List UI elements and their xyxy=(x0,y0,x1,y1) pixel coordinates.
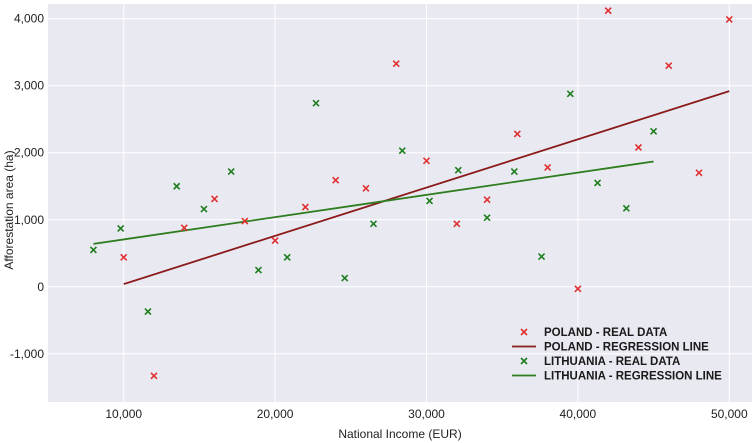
poland-real-data-point xyxy=(362,184,370,192)
y-tick-label: 0 xyxy=(37,280,44,294)
x-axis-ticks: 10,000 20,000 30,000 40,000 50,000 xyxy=(105,407,748,421)
poland-real-data-point xyxy=(210,195,219,203)
lithuania-real-data-point xyxy=(369,220,378,228)
poland-real-data-point xyxy=(695,169,703,177)
legend-label-poland-real-data: POLAND - REAL DATA xyxy=(544,327,667,339)
poland-real-data-point xyxy=(301,203,309,211)
legend-swatch-poland-real-data xyxy=(520,328,528,336)
poland-real-data-point xyxy=(544,163,552,172)
lithuania-real-data-point xyxy=(341,274,349,282)
poland-real-data-point xyxy=(513,130,521,138)
poland-real-data-point xyxy=(422,157,431,165)
lithuania-real-data-point xyxy=(566,90,574,98)
y-tick-label: 2,000 xyxy=(14,146,44,160)
x-tick-label: 10,000 xyxy=(105,407,142,421)
legend-label-poland-regression-line: POLAND - REGRESSION LINE xyxy=(544,342,709,354)
lithuania-real-data-point xyxy=(454,166,462,174)
poland-real-data-point xyxy=(574,285,582,293)
poland-real-data-point xyxy=(120,253,128,261)
legend-label-lithuania-real-data: LITHUANIA - REAL DATA xyxy=(544,356,680,368)
poland-real-data-point xyxy=(392,60,400,68)
x-axis-title: National Income (EUR) xyxy=(338,427,461,441)
lithuania-real-data-point xyxy=(254,266,263,274)
lithuania-real-data-point xyxy=(283,253,291,261)
poland-real-data-point xyxy=(604,7,612,15)
lithuania-real-data-point xyxy=(117,224,125,233)
x-tick-label: 40,000 xyxy=(560,407,597,421)
legend: POLAND - REAL DATA POLAND - REGRESSION LI… xyxy=(512,327,722,383)
lithuania-real-data-point xyxy=(425,197,434,205)
x-tick-label: 30,000 xyxy=(408,407,445,421)
plot-area xyxy=(48,4,752,402)
poland-real-data-point xyxy=(332,176,340,184)
lithuania-real-data-point xyxy=(89,246,97,254)
poland-real-data-point xyxy=(271,236,279,245)
poland-real-data-point xyxy=(665,62,673,70)
legend-swatch-lithuania-real-data xyxy=(520,357,528,365)
poland-real-data-point xyxy=(483,196,491,204)
poland-real-data-point xyxy=(150,372,158,380)
poland-real-data-point xyxy=(725,15,733,23)
poland-regression-line xyxy=(123,90,730,285)
lithuania-real-data-point xyxy=(144,307,152,316)
lithuania-real-data-point xyxy=(650,127,658,135)
x-tick-label: 20,000 xyxy=(257,407,294,421)
x-tick-label: 50,000 xyxy=(711,407,748,421)
lithuania-real-data-point xyxy=(398,147,406,155)
lithuania-real-data-point xyxy=(200,205,208,213)
y-tick-label: -1,000 xyxy=(10,347,44,361)
y-axis-title: Afforestation area (ha) xyxy=(2,150,16,269)
y-tick-label: 4,000 xyxy=(14,12,44,26)
data-points xyxy=(89,7,733,380)
y-tick-label: 1,000 xyxy=(14,213,44,227)
legend-label-lithuania-regression-line: LITHUANIA - REGRESSION LINE xyxy=(544,371,722,383)
lithuania-real-data-point xyxy=(622,204,630,212)
poland-real-data-point xyxy=(180,224,188,232)
lithuania-real-data-point xyxy=(227,167,235,176)
y-axis-ticks: -1,000 0 1,000 2,000 3,000 4,000 xyxy=(10,12,44,361)
poland-real-data-point xyxy=(634,143,643,151)
lithuania-real-data-point xyxy=(483,214,491,222)
lithuania-real-data-point xyxy=(510,167,518,176)
lithuania-real-data-point xyxy=(173,182,181,190)
poland-real-data-point xyxy=(241,217,249,225)
lithuania-real-data-point xyxy=(312,99,320,107)
y-tick-label: 3,000 xyxy=(14,79,44,93)
lithuania-real-data-point xyxy=(537,253,546,261)
poland-real-data-point xyxy=(453,220,461,228)
lithuania-real-data-point xyxy=(594,179,602,187)
